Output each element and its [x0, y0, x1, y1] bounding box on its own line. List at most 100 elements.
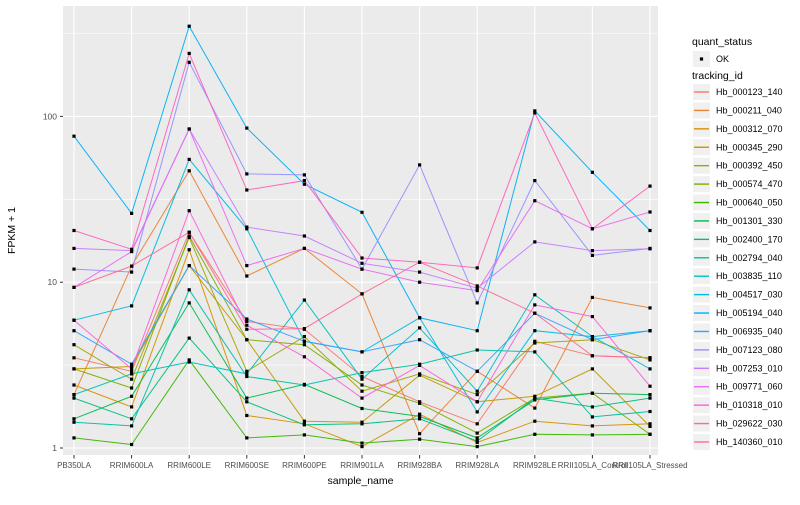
data-point — [130, 442, 134, 447]
data-point — [130, 369, 134, 373]
data-point — [533, 406, 537, 410]
data-point — [475, 393, 479, 397]
data-point — [590, 315, 594, 319]
x-tick-label: PB350LA — [57, 461, 91, 470]
legend-label-Hb_006935_040: Hb_006935_040 — [716, 326, 783, 336]
data-point — [245, 188, 249, 192]
data-point — [533, 240, 537, 244]
data-point — [533, 394, 537, 398]
data-point — [648, 396, 652, 400]
data-point — [302, 433, 306, 437]
legend-label-Hb_000574_470: Hb_000574_470 — [716, 179, 783, 189]
data-point — [648, 384, 652, 388]
data-point — [245, 227, 249, 231]
legend-title-quant-status: quant_status — [692, 36, 752, 48]
y-tick-label: 100 — [43, 111, 57, 121]
data-point — [475, 431, 479, 435]
data-point — [302, 327, 306, 331]
data-point — [648, 247, 652, 251]
x-axis-title: sample_name — [328, 475, 394, 487]
data-point — [590, 227, 594, 231]
data-point — [360, 261, 364, 265]
data-point — [245, 274, 249, 278]
data-point — [360, 292, 364, 296]
legend-label-Hb_005194_040: Hb_005194_040 — [716, 308, 783, 318]
data-point — [130, 264, 134, 268]
data-point — [590, 338, 594, 342]
x-tick-label: RRIM600PE — [282, 461, 326, 470]
data-point — [418, 270, 422, 274]
data-point — [418, 280, 422, 284]
data-point — [72, 367, 76, 371]
data-point — [475, 422, 479, 426]
legend-label-Hb_000211_040: Hb_000211_040 — [716, 105, 782, 115]
data-point — [72, 285, 76, 289]
data-point — [418, 417, 422, 421]
data-point — [187, 301, 191, 305]
legend-title-tracking-id: tracking_id — [692, 70, 743, 82]
data-point — [475, 436, 479, 440]
data-point — [475, 284, 479, 288]
data-point — [590, 249, 594, 253]
data-point — [360, 422, 364, 426]
data-point — [302, 298, 306, 302]
data-point — [590, 170, 594, 174]
data-point — [245, 400, 249, 404]
data-point — [72, 417, 76, 421]
data-point — [72, 396, 76, 400]
data-point — [475, 410, 479, 414]
data-point — [648, 393, 652, 397]
legend-label-Hb_007253_010: Hb_007253_010 — [716, 363, 783, 373]
data-point — [187, 230, 191, 234]
legend-label-Hb_029622_030: Hb_029622_030 — [716, 419, 783, 429]
data-point — [590, 253, 594, 257]
y-tick-label: 10 — [48, 277, 58, 287]
data-point — [590, 415, 594, 419]
data-point — [302, 419, 306, 423]
legend: quant_status OK tracking_id Hb_000123_140 Hb… — [692, 36, 783, 450]
data-point — [648, 184, 652, 188]
data-point — [475, 289, 479, 293]
data-point — [648, 367, 652, 371]
gridlines — [63, 6, 658, 455]
data-point — [475, 400, 479, 404]
data-point — [475, 301, 479, 305]
data-point — [187, 209, 191, 213]
data-point — [187, 360, 191, 364]
data-point — [475, 329, 479, 333]
data-point — [130, 424, 134, 428]
data-point — [245, 374, 249, 379]
data-point — [533, 432, 537, 436]
data-point — [533, 398, 537, 402]
data-point — [533, 199, 537, 203]
data-point — [130, 250, 134, 254]
y-tick-label: 1 — [52, 443, 57, 453]
data-point — [590, 391, 594, 395]
data-point — [360, 374, 364, 379]
data-point — [72, 393, 76, 397]
data-point — [245, 319, 249, 323]
data-point — [72, 343, 76, 347]
data-point — [187, 169, 191, 173]
data-point — [360, 406, 364, 411]
data-point — [187, 288, 191, 292]
data-point — [418, 432, 422, 436]
data-point — [130, 417, 134, 421]
data-point — [130, 247, 134, 251]
data-point — [418, 363, 422, 367]
data-point — [245, 413, 249, 418]
data-point — [72, 267, 76, 271]
data-point — [130, 372, 134, 376]
legend-label-Hb_007123_080: Hb_007123_080 — [716, 345, 783, 355]
plot-panel — [63, 6, 658, 455]
data-point — [590, 405, 594, 409]
data-point — [418, 260, 422, 264]
data-point — [187, 234, 191, 238]
x-axis: PB350LA RRIM600LA RRIM600LE RRIM600SE RRIM60… — [57, 455, 688, 470]
data-point — [245, 317, 249, 321]
data-point — [533, 293, 537, 297]
data-point — [245, 372, 249, 376]
data-point — [245, 323, 249, 327]
data-point — [187, 157, 191, 161]
data-point — [418, 412, 422, 416]
